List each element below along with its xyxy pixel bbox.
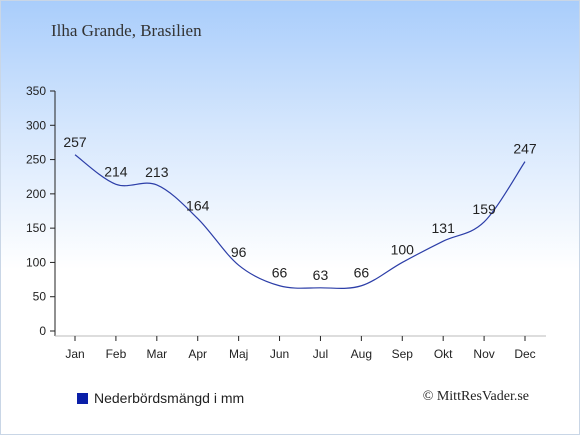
data-label: 96: [231, 244, 247, 260]
y-tick-label: 100: [26, 255, 46, 269]
x-axis-ticks: Jan Feb Mar Apr Maj Jun Jul Aug Sep Okt Nov Dec: [65, 336, 536, 361]
data-label: 131: [432, 220, 456, 236]
y-tick-label: 250: [26, 153, 46, 167]
data-labels: 257 214 213 164 96 66 63 66 100 131 159 247: [63, 134, 537, 283]
x-tick-label: Aug: [351, 347, 372, 361]
x-tick-label: Sep: [392, 347, 414, 361]
data-label: 66: [354, 265, 370, 281]
data-label: 257: [63, 134, 87, 150]
y-tick-label: 300: [26, 118, 46, 132]
legend-swatch: [77, 392, 88, 404]
x-tick-label: Jul: [313, 347, 328, 361]
x-tick-label: Apr: [188, 347, 207, 361]
data-label: 100: [391, 241, 415, 257]
y-axis-ticks: 0 50 100 150 200 250 300 350: [26, 84, 55, 338]
y-tick-label: 200: [26, 187, 46, 201]
x-tick-label: Dec: [514, 347, 535, 361]
copyright-text: © MittResVader.se: [422, 389, 529, 404]
y-tick-label: 150: [26, 221, 46, 235]
data-label: 159: [472, 201, 496, 217]
data-label: 214: [104, 163, 128, 179]
y-tick-label: 0: [39, 324, 46, 338]
x-tick-label: Jun: [270, 347, 289, 361]
series-line: [74, 154, 526, 289]
x-tick-label: Okt: [434, 347, 453, 361]
data-label: 247: [513, 141, 537, 157]
legend: Nederbördsmängd i mm: [77, 390, 244, 406]
x-tick-label: Nov: [473, 347, 494, 361]
data-label: 213: [145, 164, 169, 180]
series-precipitation: [74, 154, 526, 289]
y-tick-label: 50: [33, 290, 47, 304]
data-label: 66: [272, 265, 288, 281]
data-label: 63: [313, 267, 329, 283]
chart-axes: [54, 91, 546, 337]
x-tick-label: Mar: [146, 347, 167, 361]
data-label: 164: [186, 198, 210, 214]
x-tick-label: Maj: [229, 347, 248, 361]
y-tick-label: 350: [26, 84, 46, 98]
location-title: Ilha Grande, Brasilien: [51, 21, 202, 40]
x-tick-label: Jan: [65, 347, 84, 361]
x-tick-label: Feb: [106, 347, 127, 361]
legend-label: Nederbördsmängd i mm: [94, 390, 245, 406]
